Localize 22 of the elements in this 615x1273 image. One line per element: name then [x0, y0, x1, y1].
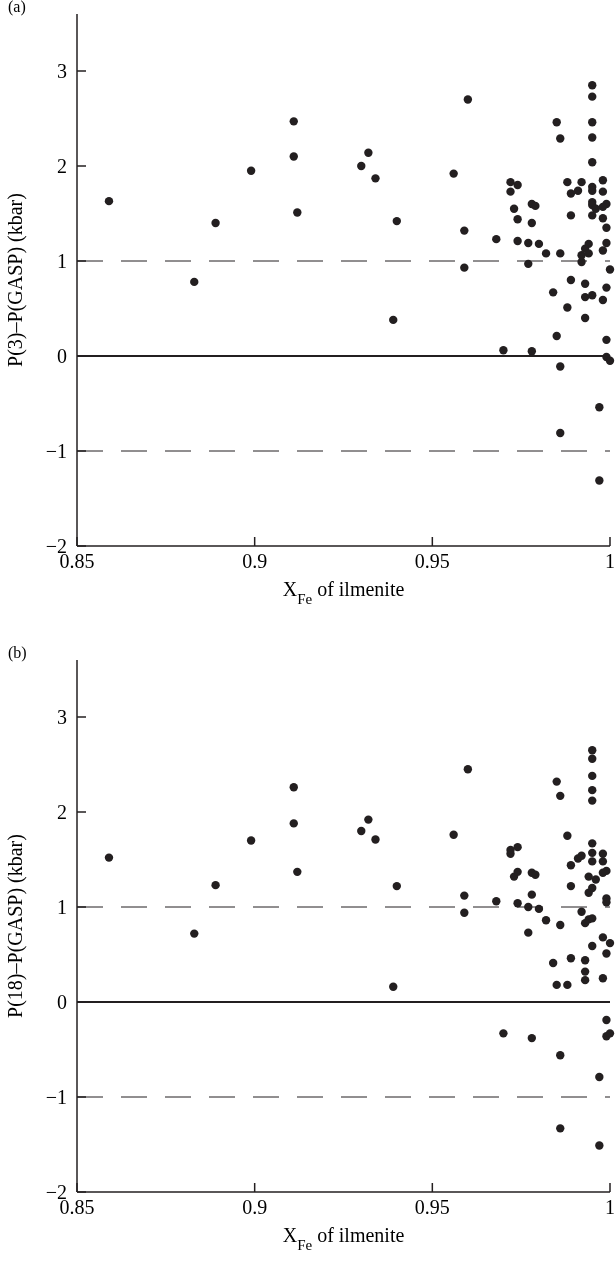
- y-tick-label: 1: [57, 896, 67, 918]
- x-tick-label: 0.95: [414, 550, 450, 572]
- y-axis-title: P(3)–P(GASP) (kbar): [4, 193, 27, 367]
- x-tick-label: 1: [605, 1196, 615, 1218]
- y-axis-title: P(18)–P(GASP) (kbar): [4, 834, 27, 1018]
- y-tick-label: 2: [57, 155, 67, 177]
- y-tick-label: −1: [45, 440, 67, 462]
- y-tick-label: −1: [45, 1086, 67, 1108]
- x-tick-label: 0.95: [414, 1196, 450, 1218]
- y-tick-label: 0: [57, 991, 67, 1013]
- y-tick-label: 3: [57, 706, 67, 728]
- y-tick-label: 3: [57, 60, 67, 82]
- y-tick-label: 0: [57, 345, 67, 367]
- y-tick-label: 1: [57, 250, 67, 272]
- chart-title: (b): [8, 644, 27, 662]
- x-tick-label: 0.9: [242, 550, 268, 572]
- chart-title: (a): [8, 0, 26, 16]
- y-tick-label: 2: [57, 801, 67, 823]
- x-tick-label: 0.9: [242, 1196, 268, 1218]
- x-tick-label: 1: [605, 550, 615, 572]
- x-axis-title: X$_{Fe}$ of ilmenite: [282, 1224, 405, 1253]
- x-axis-title: X$_{Fe}$ of ilmenite: [282, 578, 405, 607]
